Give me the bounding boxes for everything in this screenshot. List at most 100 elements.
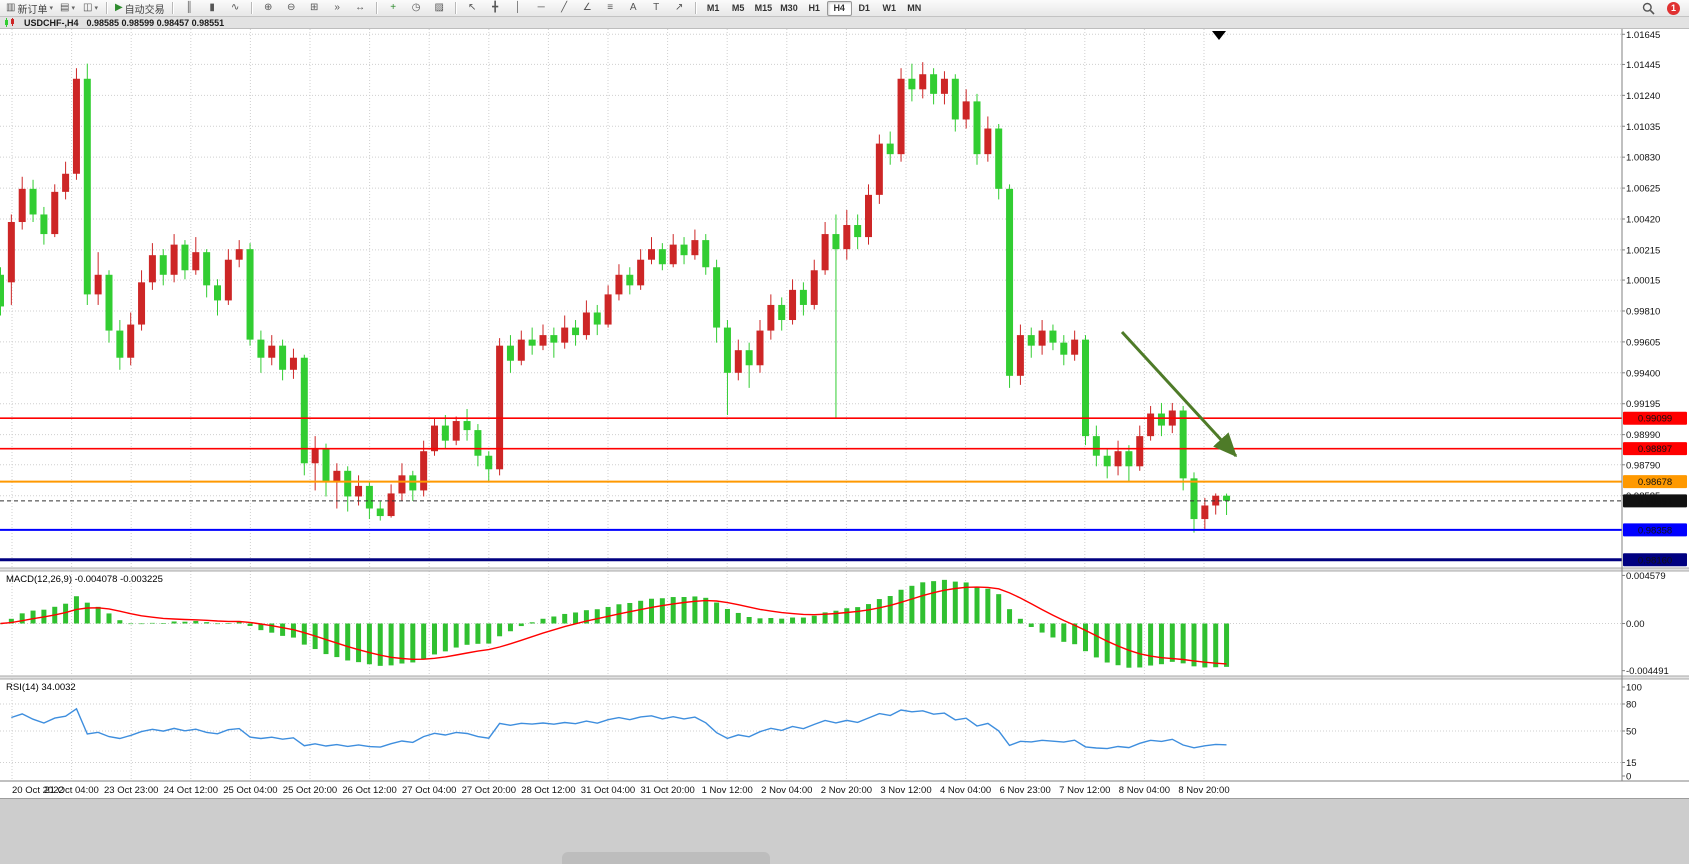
trendline-icon: ╱ [561, 2, 568, 13]
cursor-icon: ↖ [467, 2, 477, 13]
svg-text:2 Nov 04:00: 2 Nov 04:00 [761, 785, 812, 796]
charts-button[interactable]: ▤ ▾ [56, 0, 79, 17]
timeframe-h4-button[interactable]: H4 [826, 0, 852, 16]
toolbar-separator [171, 2, 174, 14]
line-chart-icon: ∿ [230, 2, 240, 13]
periods-button[interactable]: ◷ [405, 0, 428, 17]
autotrading-button[interactable]: ▶ 自动交易 [112, 0, 168, 17]
timeframe-m5-button[interactable]: M5 [731, 3, 745, 13]
zoom-out-button[interactable]: ⊖ [280, 0, 303, 17]
bar-chart-button[interactable]: ║ [178, 0, 201, 17]
macd-layer [0, 579, 1230, 668]
svg-text:0.00: 0.00 [1626, 619, 1645, 630]
chart-ohlc-values: 0.98585 0.98599 0.98457 0.98551 [86, 17, 225, 28]
new-order-button-label: 新订单 [17, 4, 48, 16]
cursor-button[interactable]: ↖ [461, 0, 484, 17]
svg-text:0.99195: 0.99195 [1626, 399, 1660, 410]
svg-text:1.01240: 1.01240 [1626, 91, 1660, 102]
price-badges: 0.99099 0.98897 0.98678 0.98551 0.98358 0.981… [1623, 411, 1687, 567]
vertical-line-icon: │ [515, 2, 522, 13]
profiles-button[interactable]: ◫ ▾ [79, 0, 102, 17]
bar-chart-icon: ║ [185, 2, 193, 13]
chart-shift-button[interactable]: ↔ [349, 0, 372, 17]
arrows-button[interactable]: ↗ [668, 0, 691, 17]
timeframe-mn-button[interactable]: MN [907, 3, 922, 13]
tile-windows-button[interactable]: ⊞ [303, 0, 326, 17]
fibonacci-icon: ≡ [607, 2, 614, 13]
candlestick-icon [5, 18, 14, 27]
taskbar-pill [562, 852, 770, 864]
caret-icon: ▾ [49, 5, 53, 12]
main-toolbar: ▥ 新订单 ▾ ▤ ▾ ◫ ▾ ▶ 自动交易 ║ ▮ ∿ ⊕ ⊖ ⊞» ↔ + ◷ ▨ ↖ ╋ │ ─ ╱ ∠ ≡ A T ↗ M1 M5 M… [0, 0, 1689, 17]
autotrading-button-label: 自动交易 [124, 4, 165, 16]
auto-scroll-button[interactable]: » [326, 0, 349, 17]
horizontal-line-button[interactable]: ─ [530, 0, 553, 17]
svg-text:50: 50 [1626, 727, 1637, 738]
notification-badge[interactable]: 1 [1667, 1, 1680, 15]
svg-text:21 Oct 04:00: 21 Oct 04:00 [44, 785, 98, 796]
svg-text:0.98990: 0.98990 [1626, 430, 1660, 441]
levels-layer [0, 417, 1622, 562]
periods-icon: ◷ [411, 2, 421, 13]
channel-button[interactable]: ∠ [576, 0, 599, 17]
panel-separators [0, 29, 1689, 782]
fibonacci-button[interactable]: ≡ [599, 0, 622, 17]
timeframe-m30-button[interactable]: M30 [780, 3, 798, 13]
charts-icon: ▤ [59, 2, 70, 13]
caret-icon: ▾ [94, 5, 98, 12]
text-icon: A [629, 2, 637, 13]
zoom-in-icon: ⊕ [263, 2, 273, 13]
svg-text:8 Nov 04:00: 8 Nov 04:00 [1119, 785, 1170, 796]
search-button[interactable] [1637, 0, 1660, 17]
timeframe-m15-button[interactable]: M15 [754, 3, 773, 13]
label-button[interactable]: T [645, 0, 668, 17]
svg-text:25 Oct 20:00: 25 Oct 20:00 [283, 785, 337, 796]
candle-chart-icon: ▮ [209, 2, 215, 13]
toolbar-groups: ▥ 新订单 ▾ ▤ ▾ ◫ ▾ ▶ 自动交易 ║ ▮ ∿ ⊕ ⊖ ⊞» ↔ + ◷ ▨ ↖ ╋ │ ─ ╱ ∠ ≡ A T ↗ M1 M5 M… [3, 0, 927, 16]
svg-text:24 Oct 12:00: 24 Oct 12:00 [164, 785, 218, 796]
toolbar-separator [454, 2, 457, 14]
chart-canvas[interactable]: 1.01645 1.01445 1.01240 1.01035 1.00830 1.006… [0, 29, 1689, 798]
toolbar-separator [105, 2, 108, 14]
timeframe-m1-button[interactable]: M1 [706, 3, 720, 13]
svg-text:0.98678: 0.98678 [1638, 477, 1672, 488]
arrow-annotation-layer [1120, 330, 1238, 458]
svg-text:1.00420: 1.00420 [1626, 214, 1660, 225]
trendline-button[interactable]: ╱ [553, 0, 576, 17]
svg-text:1.01645: 1.01645 [1626, 30, 1660, 41]
svg-text:15: 15 [1626, 758, 1637, 769]
templates-button[interactable]: ▨ [428, 0, 451, 17]
svg-text:28 Oct 12:00: 28 Oct 12:00 [521, 785, 575, 796]
svg-text:1.00015: 1.00015 [1626, 276, 1660, 287]
svg-text:0.98897: 0.98897 [1638, 444, 1672, 455]
timeframe-d1-button[interactable]: D1 [858, 3, 870, 13]
svg-text:20 Oct 2022: 20 Oct 2022 [12, 785, 64, 796]
candle-chart-button[interactable]: ▮ [201, 0, 224, 17]
svg-text:1.01445: 1.01445 [1626, 60, 1660, 71]
crosshair-icon: ╋ [492, 2, 499, 13]
toolbar-separator [250, 2, 253, 14]
search-icon [1642, 2, 1655, 15]
text-button[interactable]: A [622, 0, 645, 17]
toolbar-separator [694, 2, 697, 14]
timeframe-h1-button[interactable]: H1 [808, 3, 820, 13]
tile-windows-icon: ⊞ [309, 2, 319, 13]
svg-text:3 Nov 12:00: 3 Nov 12:00 [880, 785, 931, 796]
line-chart-button[interactable]: ∿ [224, 0, 247, 17]
svg-text:0.99099: 0.99099 [1638, 414, 1672, 425]
timeframe-w1-button[interactable]: W1 [882, 3, 896, 13]
svg-text:0.98358: 0.98358 [1638, 525, 1672, 536]
indicators-button[interactable]: + [382, 0, 405, 17]
zoom-in-button[interactable]: ⊕ [257, 0, 280, 17]
svg-text:100: 100 [1626, 683, 1642, 694]
crosshair-button[interactable]: ╋ [484, 0, 507, 17]
svg-text:0.98790: 0.98790 [1626, 460, 1660, 471]
svg-text:27 Oct 04:00: 27 Oct 04:00 [402, 785, 456, 796]
svg-text:25 Oct 04:00: 25 Oct 04:00 [223, 785, 277, 796]
svg-text:80: 80 [1626, 700, 1637, 711]
new-order-button[interactable]: ▥ 新订单 ▾ [3, 0, 56, 17]
vertical-line-button[interactable]: │ [507, 0, 530, 17]
auto-scroll-icon: » [334, 2, 340, 13]
new-order-icon: ▥ [6, 2, 16, 13]
svg-text:31 Oct 20:00: 31 Oct 20:00 [640, 785, 694, 796]
